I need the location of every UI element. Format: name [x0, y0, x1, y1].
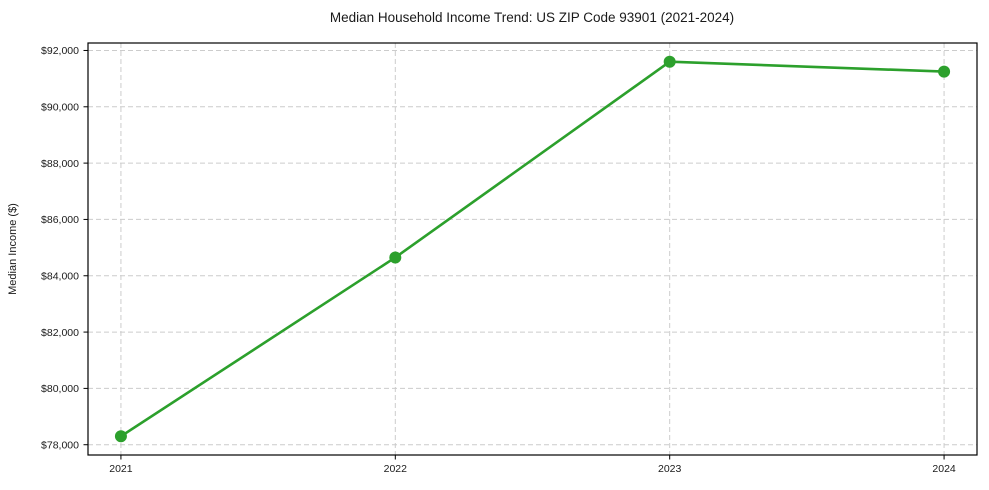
gridlines	[88, 43, 977, 455]
axes: $78,000 $80,000 $82,000 $84,000 $86,000 $88,0…	[41, 42, 978, 475]
y-axis-label: Median Income ($)	[7, 203, 19, 295]
trend-line	[119, 60, 946, 438]
data-point-marker	[938, 65, 951, 78]
plot-border	[87, 42, 978, 456]
data-point-marker	[663, 55, 676, 68]
chart-title: Median Household Income Trend: US ZIP Co…	[330, 10, 734, 25]
x-tick-label: 2023	[658, 463, 682, 475]
data-point-marker	[114, 430, 127, 443]
y-tick-label: $84,000	[41, 270, 79, 282]
y-tick-label: $88,000	[41, 158, 79, 170]
y-tick-label: $82,000	[41, 327, 79, 339]
y-tick-label: $78,000	[41, 439, 79, 451]
y-tick-label: $90,000	[41, 101, 79, 113]
y-tick-label: $92,000	[41, 45, 79, 57]
data-point-marker	[389, 251, 402, 264]
x-tick-label: 2021	[109, 463, 133, 475]
y-tick-label: $86,000	[41, 214, 79, 226]
x-tick-label: 2024	[932, 463, 956, 475]
x-tick-label: 2022	[384, 463, 408, 475]
y-tick-label: $80,000	[41, 383, 79, 395]
data-series	[114, 55, 951, 443]
